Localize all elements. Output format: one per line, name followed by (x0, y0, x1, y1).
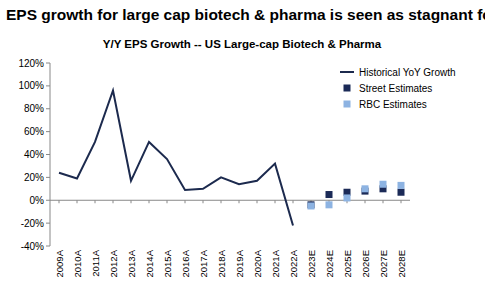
y-tick (46, 223, 50, 224)
legend-swatch (344, 101, 351, 108)
subtitle: Y/Y EPS Growth -- US Large-cap Biotech &… (103, 38, 382, 50)
y-tick (46, 108, 50, 109)
x-tick (275, 200, 276, 203)
x-tick-label: 2010A (72, 249, 83, 277)
x-tick-label: 2027E (378, 250, 389, 277)
x-tick-label: 2016A (180, 249, 191, 277)
x-tick-label: 2025E (342, 250, 353, 277)
y-tick-label: -40% (21, 241, 44, 252)
scatter-point (326, 201, 333, 208)
legend-swatch (340, 71, 354, 73)
x-tick-label: 2011A (90, 249, 101, 276)
x-tick-label: 2017A (198, 249, 209, 277)
scatter-point (398, 189, 405, 196)
y-tick (46, 131, 50, 132)
scatter-point (380, 181, 387, 188)
x-tick (77, 200, 78, 203)
plot-marks (59, 90, 405, 225)
x-tick-label: 2009A (54, 249, 65, 277)
x-tick (221, 200, 222, 203)
y-tick-label: -20% (21, 218, 44, 229)
x-tick (59, 200, 60, 203)
y-tick (46, 177, 50, 178)
x-axis (50, 200, 410, 201)
x-tick (167, 200, 168, 203)
x-tick (149, 200, 150, 203)
x-tick-label: 2013A (126, 249, 137, 277)
y-tick-label: 20% (24, 172, 44, 183)
y-axis (50, 63, 51, 246)
x-tick-label: 2026E (360, 250, 371, 277)
x-tick-label: 2022A (288, 249, 299, 277)
x-tick-label: 2012A (108, 249, 119, 277)
y-tick (46, 63, 50, 64)
x-tick (383, 200, 384, 203)
y-tick-label: 120% (18, 58, 44, 69)
y-tick (46, 246, 50, 247)
y-tick-label: 0% (30, 195, 45, 206)
legend-swatch (344, 85, 351, 92)
chart: EPS growth for large cap biotech & pharm… (0, 0, 485, 293)
scatter-point (308, 202, 315, 209)
y-tick-label: 60% (24, 126, 44, 137)
x-tick-label: 2028E (396, 250, 407, 277)
y-tick (46, 154, 50, 155)
x-tick-label: 2019A (234, 249, 245, 277)
legend-label: RBC Estimates (359, 99, 427, 110)
x-tick-label: 2014A (144, 249, 155, 277)
x-tick (365, 200, 366, 203)
legend: Historical YoY Growth Street Estimates RBC… (340, 67, 456, 110)
x-tick-label: 2020A (252, 249, 263, 277)
x-tick-label: 2024E (324, 250, 335, 277)
x-tick (131, 200, 132, 203)
x-tick (293, 200, 294, 203)
x-tick-label: 2015A (162, 249, 173, 277)
x-tick (401, 200, 402, 203)
x-tick (239, 200, 240, 203)
scatter-point (362, 185, 369, 192)
x-tick-label: 2021A (270, 249, 281, 277)
scatter-point (344, 194, 351, 201)
y-tick-label: 40% (24, 149, 44, 160)
x-tick (203, 200, 204, 203)
x-tick-label: 2023E (306, 250, 317, 277)
x-tick (257, 200, 258, 203)
title: EPS growth for large cap biotech & pharm… (6, 6, 485, 23)
y-tick-label: 80% (24, 103, 44, 114)
x-tick (113, 200, 114, 203)
legend-label: Historical YoY Growth (359, 67, 456, 78)
line-series (59, 90, 293, 225)
x-tick (95, 200, 96, 203)
scatter-point (326, 191, 333, 198)
y-tick (46, 200, 50, 201)
x-tick-label: 2018A (216, 249, 227, 277)
y-tick (46, 85, 50, 86)
x-tick (185, 200, 186, 203)
legend-label: Street Estimates (359, 83, 432, 94)
y-tick-label: 100% (18, 80, 44, 91)
scatter-point (398, 182, 405, 189)
